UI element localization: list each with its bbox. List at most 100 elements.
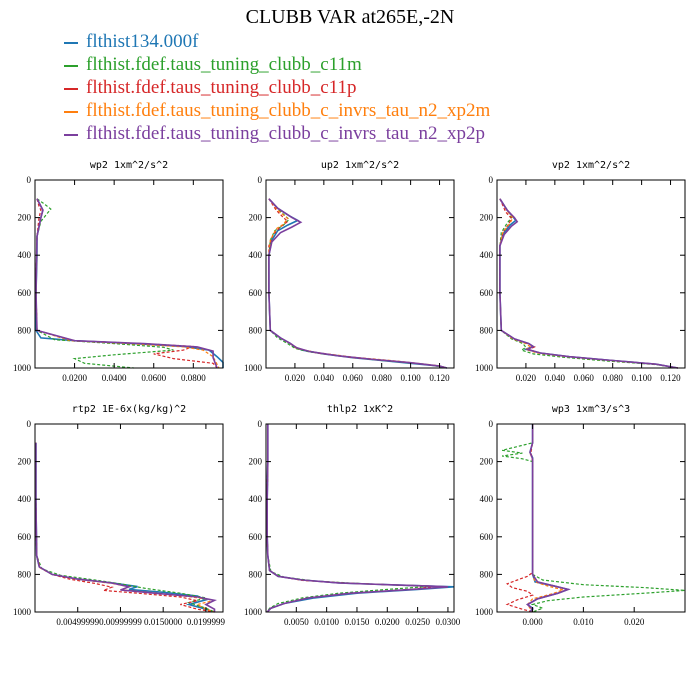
chart-panel-3: rtp2 1E-6x(kg/kg)^2 0 200 400 600 800 1000 0.00… bbox=[13, 404, 226, 627]
legend-swatch-3 bbox=[64, 110, 78, 113]
legend-item-2: flthist.fdef.taus_tuning_clubb_c11p bbox=[64, 76, 490, 99]
x-tick-label-1-4: 0.100 bbox=[400, 373, 421, 383]
y-tick-label-4-0: 0 bbox=[258, 419, 263, 429]
x-tick-label-2-1: 0.040 bbox=[545, 373, 566, 383]
series-line-2-3 bbox=[499, 198, 678, 369]
legend-label-3: flthist.fdef.taus_tuning_clubb_c_invrs_t… bbox=[86, 100, 491, 121]
x-tick-label-3-1: 0.00999999 bbox=[99, 617, 142, 627]
legend: flthist134.000f flthist.fdef.taus_tuning… bbox=[64, 30, 490, 145]
x-tick-label-3-2: 0.0150000 bbox=[144, 617, 183, 627]
y-tick-label-0-4: 800 bbox=[18, 325, 32, 335]
x-tick-label-3-3: 0.0199999 bbox=[187, 617, 226, 627]
legend-swatch-4 bbox=[64, 133, 78, 136]
y-tick-label-3-0: 0 bbox=[27, 419, 32, 429]
series-line-2-1 bbox=[499, 198, 678, 369]
chart-frame-3 bbox=[34, 423, 224, 613]
x-tick-label-1-5: 0.120 bbox=[429, 373, 450, 383]
chart-title-5: wp3 1xm^3/s^3 bbox=[552, 404, 630, 415]
series-line-5-1 bbox=[501, 424, 686, 613]
x-tick-label-4-3: 0.0200 bbox=[375, 617, 400, 627]
legend-item-1: flthist.fdef.taus_tuning_clubb_c11m bbox=[64, 53, 490, 76]
chart-title-0: wp2 1xm^2/s^2 bbox=[90, 160, 168, 171]
y-tick-label-4-5: 1000 bbox=[244, 607, 263, 617]
series-line-0-4 bbox=[35, 198, 218, 369]
figure-title-block: CLUBB VAR at265E,-2N bbox=[0, 6, 700, 29]
x-tick-label-2-5: 0.120 bbox=[660, 373, 681, 383]
series-line-2-4 bbox=[499, 198, 678, 369]
y-tick-label-1-0: 0 bbox=[258, 175, 263, 185]
legend-swatch-2 bbox=[64, 87, 78, 90]
x-tick-label-5-2: 0.020 bbox=[624, 617, 645, 627]
chart-title-2: vp2 1xm^2/s^2 bbox=[552, 160, 630, 171]
y-tick-label-0-3: 600 bbox=[18, 288, 32, 298]
y-tick-label-5-3: 600 bbox=[480, 532, 494, 542]
y-tick-label-0-0: 0 bbox=[27, 175, 32, 185]
y-tick-label-4-2: 400 bbox=[249, 494, 263, 504]
y-tick-label-1-2: 400 bbox=[249, 250, 263, 260]
x-tick-label-3-0: 0.00499999 bbox=[56, 617, 99, 627]
x-tick-label-4-1: 0.0100 bbox=[314, 617, 339, 627]
chart-frame-2 bbox=[496, 179, 686, 369]
x-tick-label-2-0: 0.020 bbox=[516, 373, 537, 383]
x-tick-label-1-0: 0.020 bbox=[285, 373, 306, 383]
y-tick-label-0-2: 400 bbox=[18, 250, 32, 260]
y-tick-label-5-4: 800 bbox=[480, 569, 494, 579]
legend-item-3: flthist.fdef.taus_tuning_clubb_c_invrs_t… bbox=[64, 99, 490, 122]
y-tick-label-2-0: 0 bbox=[489, 175, 494, 185]
series-line-1-4 bbox=[268, 198, 448, 369]
x-tick-label-5-0: 0.000 bbox=[522, 617, 543, 627]
series-line-5-4 bbox=[526, 424, 571, 613]
legend-label-1: flthist.fdef.taus_tuning_clubb_c11m bbox=[86, 54, 362, 75]
series-line-5-3 bbox=[526, 424, 566, 613]
y-tick-label-2-4: 800 bbox=[480, 325, 494, 335]
y-tick-label-2-1: 200 bbox=[480, 213, 494, 223]
chart-panel-5: wp3 1xm^3/s^3 0 200 400 600 800 1000 0.000 0.010… bbox=[475, 404, 686, 627]
y-tick-label-3-1: 200 bbox=[18, 457, 32, 467]
legend-swatch-0 bbox=[64, 41, 78, 44]
chart-panel-0: wp2 1xm^2/s^2 0 200 400 600 800 1000 0.0200 0.04… bbox=[13, 160, 224, 383]
x-tick-label-4-0: 0.0050 bbox=[284, 617, 309, 627]
legend-item-0: flthist134.000f bbox=[64, 30, 490, 53]
x-tick-label-4-5: 0.0300 bbox=[436, 617, 461, 627]
y-tick-label-5-2: 400 bbox=[480, 494, 494, 504]
y-tick-label-4-1: 200 bbox=[249, 457, 263, 467]
x-tick-label-4-2: 0.0150 bbox=[345, 617, 370, 627]
y-tick-label-3-4: 800 bbox=[18, 569, 32, 579]
x-tick-label-1-1: 0.040 bbox=[314, 373, 335, 383]
y-tick-label-3-5: 1000 bbox=[13, 607, 32, 617]
series-line-5-2 bbox=[505, 424, 534, 613]
y-tick-label-2-3: 600 bbox=[480, 288, 494, 298]
x-tick-label-4-4: 0.0250 bbox=[405, 617, 430, 627]
legend-label-2: flthist.fdef.taus_tuning_clubb_c11p bbox=[86, 77, 357, 98]
y-tick-label-3-2: 400 bbox=[18, 494, 32, 504]
x-tick-label-2-2: 0.060 bbox=[574, 373, 595, 383]
series-line-4-4 bbox=[266, 424, 448, 613]
chart-title-3: rtp2 1E-6x(kg/kg)^2 bbox=[72, 404, 186, 415]
y-tick-label-5-1: 200 bbox=[480, 457, 494, 467]
chart-panel-1: up2 1xm^2/s^2 0 200 400 600 800 1000 0.020 0.040… bbox=[244, 160, 455, 383]
y-tick-label-2-5: 1000 bbox=[475, 363, 494, 373]
y-tick-label-1-4: 800 bbox=[249, 325, 263, 335]
legend-item-4: flthist.fdef.taus_tuning_clubb_c_invrs_t… bbox=[64, 122, 490, 145]
chart-panel-4: thlp2 1xK^2 0 200 400 600 800 1000 0.0050 0.0100… bbox=[244, 404, 461, 627]
y-tick-label-2-2: 400 bbox=[480, 250, 494, 260]
series-line-0-1 bbox=[35, 198, 174, 369]
y-tick-label-1-3: 600 bbox=[249, 288, 263, 298]
x-tick-label-1-2: 0.060 bbox=[343, 373, 364, 383]
x-tick-label-2-4: 0.100 bbox=[631, 373, 652, 383]
chart-title-1: up2 1xm^2/s^2 bbox=[321, 160, 399, 171]
x-tick-label-0-1: 0.0400 bbox=[102, 373, 127, 383]
y-tick-label-4-4: 800 bbox=[249, 569, 263, 579]
series-line-3-4 bbox=[35, 442, 218, 612]
chart-frame-4 bbox=[265, 423, 455, 613]
x-tick-label-2-3: 0.080 bbox=[603, 373, 624, 383]
x-tick-label-0-0: 0.0200 bbox=[62, 373, 87, 383]
y-tick-label-0-5: 1000 bbox=[13, 363, 32, 373]
y-tick-label-1-5: 1000 bbox=[244, 363, 263, 373]
chart-frame-0 bbox=[34, 179, 224, 369]
y-tick-label-5-0: 0 bbox=[489, 419, 494, 429]
legend-label-4: flthist.fdef.taus_tuning_clubb_c_invrs_t… bbox=[86, 123, 485, 144]
y-tick-label-1-1: 200 bbox=[249, 213, 263, 223]
